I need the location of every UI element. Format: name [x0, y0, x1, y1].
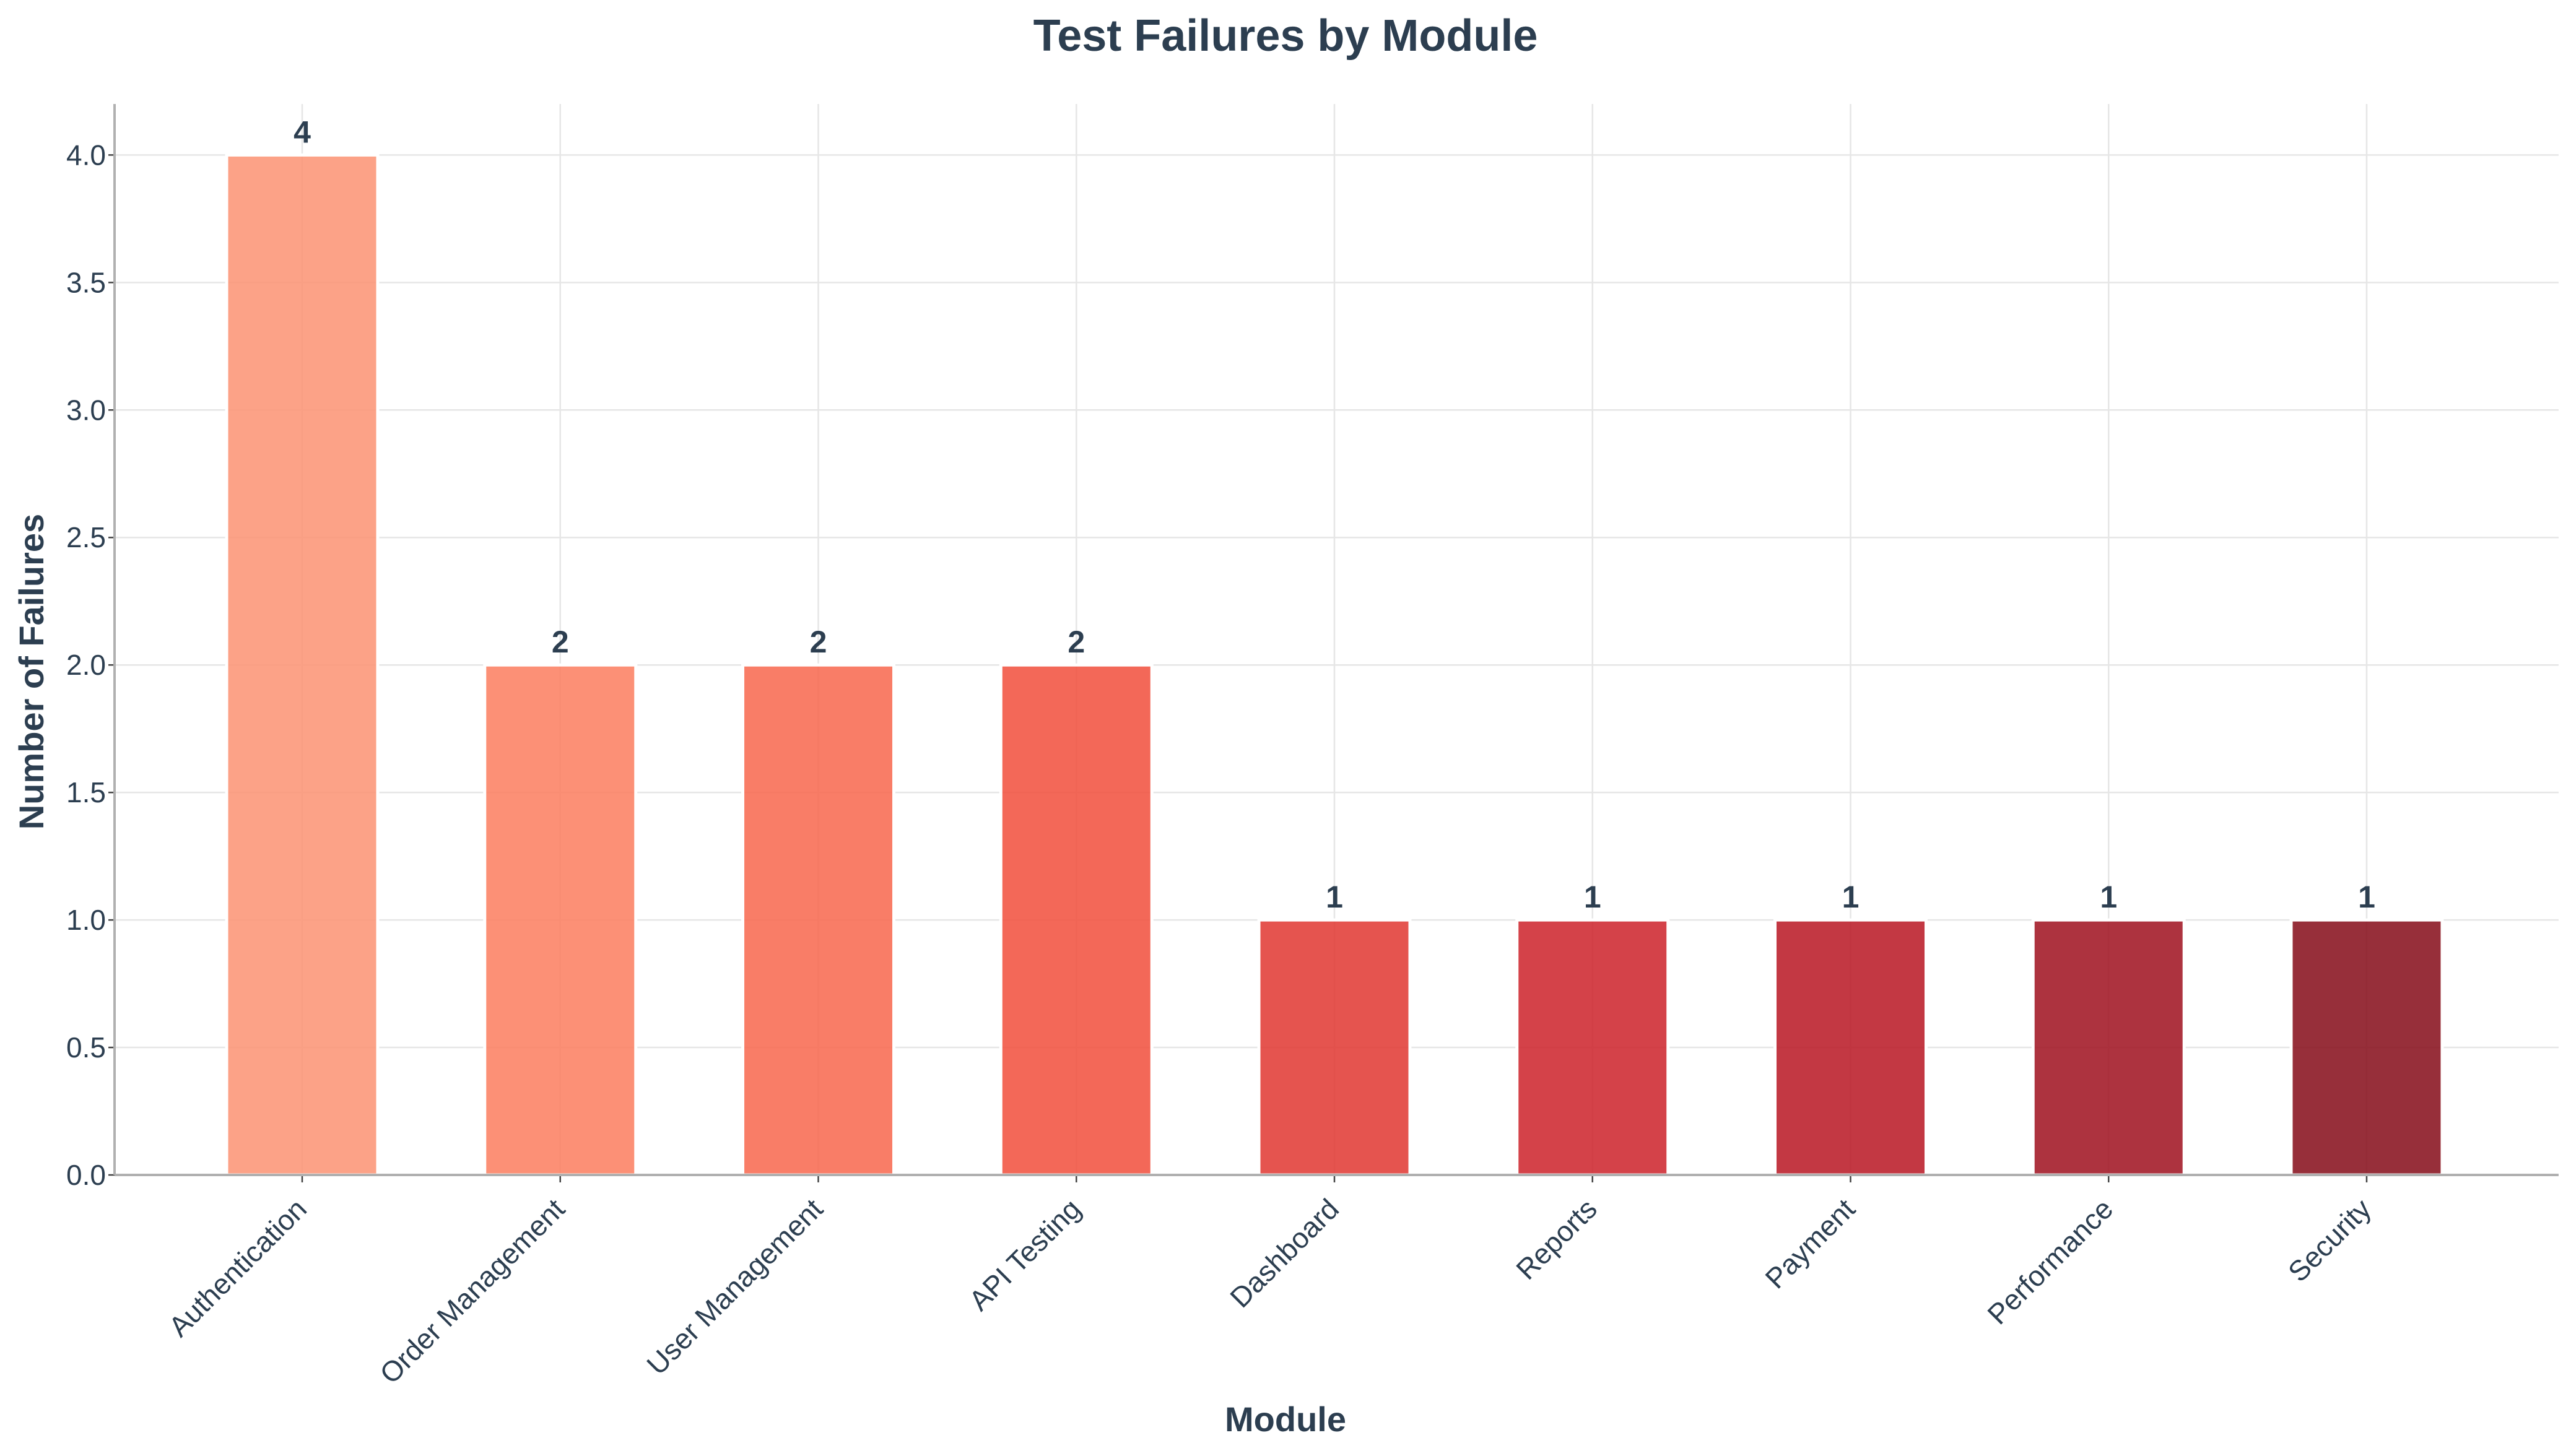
bar	[1257, 918, 1412, 1177]
bar-value-label: 2	[1068, 625, 1085, 659]
x-tick-label: Performance	[1981, 1192, 2119, 1330]
bar	[225, 153, 380, 1177]
x-tick-label: Order Management	[373, 1192, 571, 1390]
bar-value-label: 1	[1842, 880, 1860, 914]
axes	[108, 104, 2559, 1182]
bar-value-label: 1	[1584, 880, 1601, 914]
y-tick-label: 4.0	[66, 139, 106, 171]
bar	[741, 663, 895, 1177]
y-tick-label: 1.5	[66, 776, 106, 808]
x-tick-label: Payment	[1759, 1192, 1861, 1294]
bar	[2031, 918, 2186, 1177]
y-axis-label: Number of Failures	[12, 514, 51, 830]
y-tick-label: 1.0	[66, 904, 106, 936]
bar	[1773, 918, 1928, 1177]
y-tick-labels: 0.0 0.5 1.0 1.5 2.0 2.5 3.0 3.5 4.0	[66, 139, 106, 1191]
x-tick-label: Dashboard	[1224, 1192, 1345, 1314]
x-axis-label: Module	[1225, 1400, 1346, 1439]
x-tick-label: Authentication	[162, 1192, 313, 1343]
bar	[1515, 918, 1670, 1177]
y-tick-label: 2.5	[66, 521, 106, 553]
bars	[225, 153, 2444, 1177]
bar-value-label: 2	[810, 625, 827, 659]
bar-value-label: 1	[1326, 880, 1343, 914]
chart-title: Test Failures by Module	[1033, 11, 1538, 61]
x-tick-label: User Management	[640, 1192, 829, 1380]
bar-value-label: 4	[294, 115, 311, 149]
y-tick-label: 2.0	[66, 649, 106, 681]
data-labels: 4 2 2 2 1 1 1 1 1	[294, 115, 2375, 914]
x-tick-label: API Testing	[963, 1192, 1087, 1317]
x-tick-label: Security	[2282, 1192, 2377, 1288]
bar-value-label: 2	[552, 625, 569, 659]
x-tick-labels: Authentication Order Management User Manag…	[162, 1192, 2377, 1390]
bar	[999, 663, 1154, 1177]
x-tick-label: Reports	[1510, 1192, 1603, 1286]
bar-value-label: 1	[2358, 880, 2375, 914]
y-tick-label: 0.0	[66, 1159, 106, 1191]
y-tick-label: 3.5	[66, 266, 106, 298]
bar-value-label: 1	[2100, 880, 2117, 914]
y-tick-label: 3.0	[66, 394, 106, 426]
bar	[483, 663, 638, 1177]
bar	[2289, 918, 2444, 1177]
y-tick-label: 0.5	[66, 1031, 106, 1064]
